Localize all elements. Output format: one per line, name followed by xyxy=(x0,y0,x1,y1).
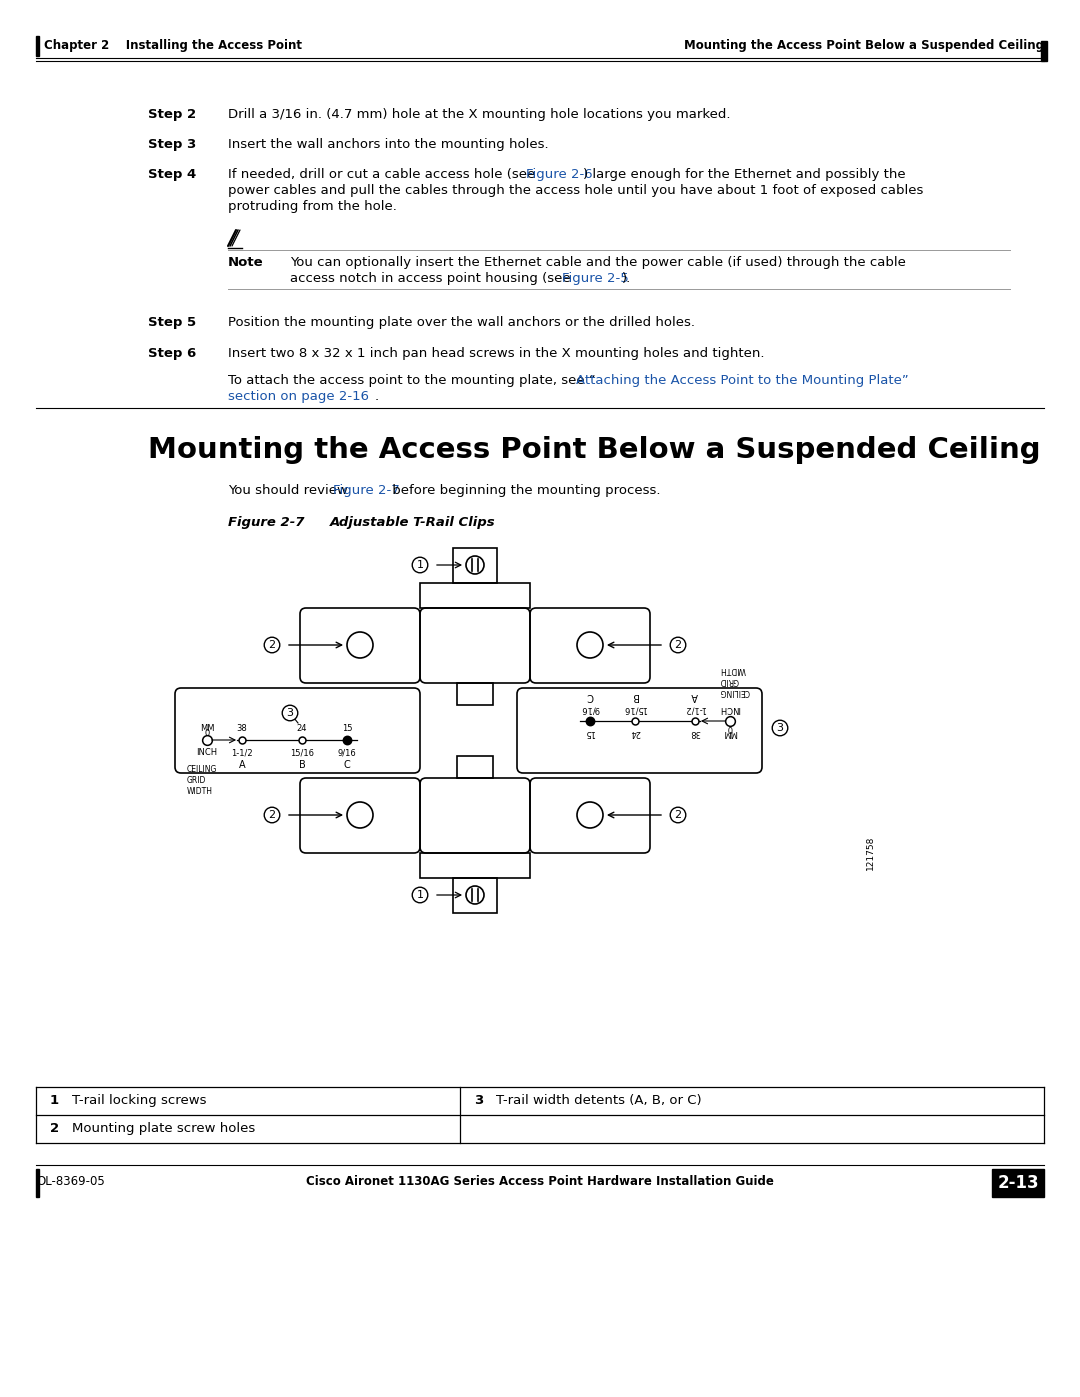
Text: 9/16: 9/16 xyxy=(338,747,356,757)
Text: B: B xyxy=(632,692,638,701)
Text: 38: 38 xyxy=(690,728,700,738)
Text: protruding from the hole.: protruding from the hole. xyxy=(228,200,396,212)
Text: To attach the access point to the mounting plate, see “: To attach the access point to the mounti… xyxy=(228,374,596,387)
Text: 2: 2 xyxy=(674,640,681,650)
Text: 2: 2 xyxy=(50,1122,59,1134)
Text: Figure 2-7: Figure 2-7 xyxy=(333,483,400,497)
Text: ).: ). xyxy=(622,272,631,285)
Text: 15/16: 15/16 xyxy=(291,747,314,757)
Bar xyxy=(993,1169,1044,1197)
Bar xyxy=(36,1169,39,1197)
Text: MM: MM xyxy=(200,724,214,733)
Bar xyxy=(1041,41,1047,61)
Text: 3: 3 xyxy=(286,708,294,718)
Text: 9/16: 9/16 xyxy=(581,704,599,712)
Bar xyxy=(453,548,497,583)
Text: A: A xyxy=(239,760,245,770)
Text: 2-13: 2-13 xyxy=(997,1173,1039,1192)
Text: C: C xyxy=(586,692,593,701)
Text: 1: 1 xyxy=(417,890,423,900)
Text: Mounting plate screw holes: Mounting plate screw holes xyxy=(72,1122,255,1134)
Text: 2: 2 xyxy=(269,810,275,820)
Text: Adjustable T-Rail Clips: Adjustable T-Rail Clips xyxy=(330,515,496,529)
Text: INCH: INCH xyxy=(719,704,741,712)
Text: Step 2: Step 2 xyxy=(148,108,197,122)
Text: 0: 0 xyxy=(204,729,210,738)
Text: Insert two 8 x 32 x 1 inch pan head screws in the X mounting holes and tighten.: Insert two 8 x 32 x 1 inch pan head scre… xyxy=(228,346,765,360)
Text: 2: 2 xyxy=(269,640,275,650)
Text: 1-1/2: 1-1/2 xyxy=(685,704,706,712)
Bar xyxy=(453,877,497,914)
Text: Insert the wall anchors into the mounting holes.: Insert the wall anchors into the mountin… xyxy=(228,138,549,151)
Text: CEILING
GRID
WIDTH: CEILING GRID WIDTH xyxy=(187,766,217,796)
Text: Step 3: Step 3 xyxy=(148,138,197,151)
Text: Note: Note xyxy=(228,256,264,270)
Text: before beginning the mounting process.: before beginning the mounting process. xyxy=(388,483,661,497)
Text: 38: 38 xyxy=(237,724,247,733)
Text: 0: 0 xyxy=(727,724,732,732)
Text: C: C xyxy=(343,760,350,770)
Bar xyxy=(457,683,492,705)
Text: 1-1/2: 1-1/2 xyxy=(231,747,253,757)
Text: Step 5: Step 5 xyxy=(148,316,197,330)
Text: INCH: INCH xyxy=(197,747,217,757)
Text: 15: 15 xyxy=(341,724,352,733)
Bar xyxy=(420,583,530,608)
Text: Drill a 3/16 in. (4.7 mm) hole at the X mounting hole locations you marked.: Drill a 3/16 in. (4.7 mm) hole at the X … xyxy=(228,108,730,122)
Text: 15/16: 15/16 xyxy=(623,704,647,712)
Text: 3: 3 xyxy=(777,724,783,733)
Text: section on page 2-16: section on page 2-16 xyxy=(228,390,369,402)
Text: access notch in access point housing (see: access notch in access point housing (se… xyxy=(291,272,575,285)
Text: 1: 1 xyxy=(50,1094,59,1106)
Text: 2: 2 xyxy=(674,810,681,820)
Text: Cisco Aironet 1130AG Series Access Point Hardware Installation Guide: Cisco Aironet 1130AG Series Access Point… xyxy=(306,1175,774,1187)
Text: Figure 2-5: Figure 2-5 xyxy=(562,272,629,285)
Text: Figure 2-6: Figure 2-6 xyxy=(526,168,593,182)
Text: Mounting the Access Point Below a Suspended Ceiling: Mounting the Access Point Below a Suspen… xyxy=(148,436,1041,464)
Text: B: B xyxy=(299,760,306,770)
Text: 15: 15 xyxy=(584,728,595,738)
Text: MM: MM xyxy=(723,728,738,738)
Text: 24: 24 xyxy=(297,724,307,733)
Text: T-rail width detents (A, B, or C): T-rail width detents (A, B, or C) xyxy=(496,1094,702,1106)
Bar xyxy=(36,36,39,56)
Text: OL-8369-05: OL-8369-05 xyxy=(36,1175,105,1187)
Text: Step 6: Step 6 xyxy=(148,346,197,360)
Text: ) large enough for the Ethernet and possibly the: ) large enough for the Ethernet and poss… xyxy=(583,168,906,182)
Text: .: . xyxy=(375,390,379,402)
Text: Chapter 2    Installing the Access Point: Chapter 2 Installing the Access Point xyxy=(44,39,302,53)
Bar xyxy=(457,756,492,778)
Text: 3: 3 xyxy=(474,1094,483,1106)
Text: Step 4: Step 4 xyxy=(148,168,197,182)
Text: T-rail locking screws: T-rail locking screws xyxy=(72,1094,206,1106)
Text: 24: 24 xyxy=(630,728,640,738)
Text: 121758: 121758 xyxy=(865,835,875,870)
Text: Attaching the Access Point to the Mounting Plate”: Attaching the Access Point to the Mounti… xyxy=(576,374,908,387)
Text: Mounting the Access Point Below a Suspended Ceiling: Mounting the Access Point Below a Suspen… xyxy=(684,39,1044,53)
Text: A: A xyxy=(691,692,699,701)
Text: Figure 2-7: Figure 2-7 xyxy=(228,515,305,529)
Text: CEILING
GRID
WIDTH: CEILING GRID WIDTH xyxy=(719,665,750,696)
Text: If needed, drill or cut a cable access hole (see: If needed, drill or cut a cable access h… xyxy=(228,168,540,182)
Text: Position the mounting plate over the wall anchors or the drilled holes.: Position the mounting plate over the wal… xyxy=(228,316,696,330)
Text: You should review: You should review xyxy=(228,483,352,497)
Text: 1: 1 xyxy=(417,560,423,570)
Text: power cables and pull the cables through the access hole until you have about 1 : power cables and pull the cables through… xyxy=(228,184,923,197)
Text: You can optionally insert the Ethernet cable and the power cable (if used) throu: You can optionally insert the Ethernet c… xyxy=(291,256,906,270)
Bar xyxy=(420,854,530,877)
